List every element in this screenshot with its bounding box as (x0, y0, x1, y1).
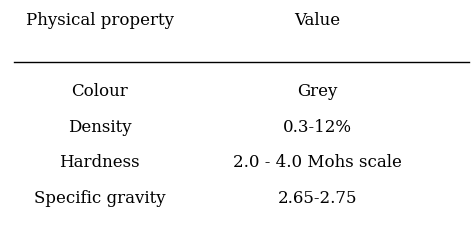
Text: Grey: Grey (297, 83, 338, 100)
Text: Density: Density (68, 119, 131, 136)
Text: 2.65-2.75: 2.65-2.75 (278, 190, 357, 207)
Text: Value: Value (294, 12, 341, 29)
Text: 2.0 - 4.0 Mohs scale: 2.0 - 4.0 Mohs scale (233, 154, 402, 171)
Text: 0.3-12%: 0.3-12% (283, 119, 352, 136)
Text: Colour: Colour (71, 83, 128, 100)
Text: Specific gravity: Specific gravity (34, 190, 165, 207)
Text: Physical property: Physical property (26, 12, 173, 29)
Text: Hardness: Hardness (59, 154, 140, 171)
